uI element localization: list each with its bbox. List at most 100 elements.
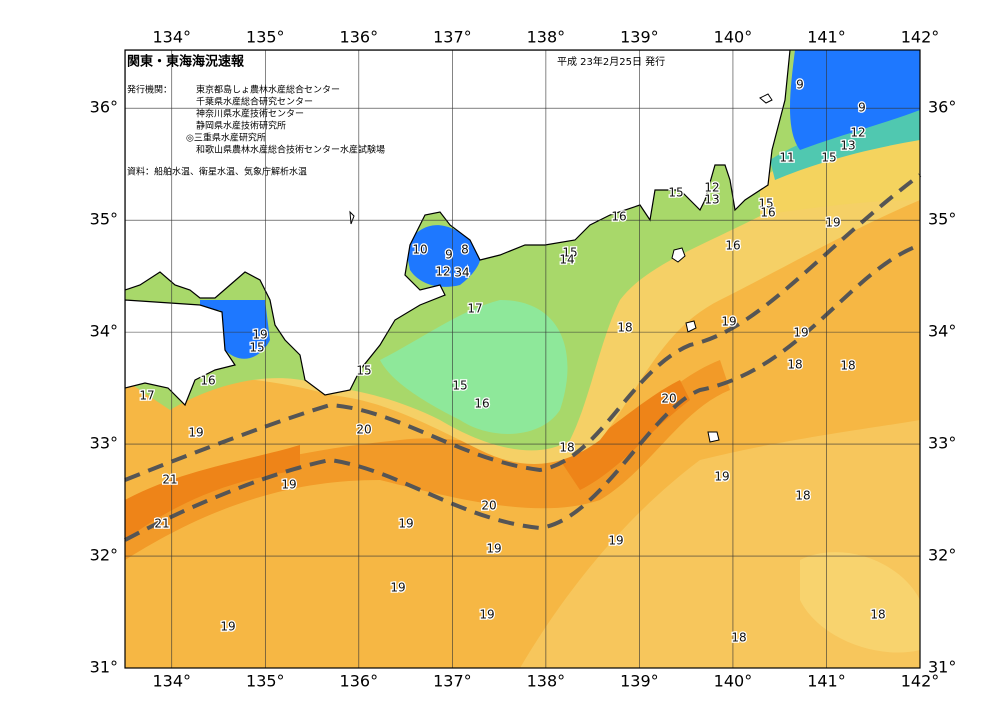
land-shikoku [125, 299, 236, 407]
lat-tick-label: 35° [928, 210, 956, 229]
contour-label: 19 [281, 478, 296, 492]
contour-label: 9 [796, 78, 804, 92]
contour-label: 15 [758, 197, 773, 211]
lon-tick-label: 140° [714, 672, 753, 691]
contour-label: 34 [454, 266, 469, 280]
lat-tick-label: 32° [928, 546, 956, 565]
lon-tick-label: 141° [807, 672, 846, 691]
contour-label: 18 [559, 441, 574, 455]
lon-tick-label: 142° [901, 672, 940, 691]
islands [349, 93, 773, 443]
contour-label: 18 [787, 358, 802, 372]
contour-label: 16 [200, 374, 215, 388]
contour-label: 20 [481, 499, 496, 513]
lon-tick-label: 138° [527, 672, 566, 691]
contour-label: 15 [356, 364, 371, 378]
contour-label: 15 [562, 246, 577, 260]
issuers-label: 発行機関： [127, 84, 172, 96]
contour-label: 21 [162, 473, 177, 487]
lon-tick-label: 134° [152, 28, 191, 47]
contour-label: 9 [858, 101, 866, 115]
lon-tick-label: 139° [620, 672, 659, 691]
map-frame [124, 49, 921, 669]
contour-label: 18 [731, 631, 746, 645]
contour-label: 9 [445, 248, 453, 262]
lat-tick-label: 35° [90, 210, 118, 229]
contour-label: 19 [220, 620, 235, 634]
bay-cold-water [405, 225, 481, 287]
bay-cold-water [200, 300, 270, 359]
data-source: 資料：船舶水温、衛星水温、気象庁解析水温 [127, 166, 307, 178]
contour-label: 19 [486, 542, 501, 556]
land-honshu [125, 50, 791, 396]
lon-tick-label: 136° [340, 28, 379, 47]
lon-tick-label: 135° [246, 672, 285, 691]
contour-label: 11 [779, 151, 794, 165]
kuroshio-axis [124, 173, 922, 542]
contour-label: 19 [608, 534, 623, 548]
contour-label: 18 [840, 359, 855, 373]
lon-tick-label: 138° [527, 28, 566, 47]
contour-label: 15 [452, 379, 467, 393]
lon-tick-label: 141° [807, 28, 846, 47]
sst-field [125, 50, 920, 668]
lat-tick-label: 34° [928, 322, 956, 341]
issue-date: 平成 23年2月25日 発行 [557, 55, 665, 68]
lat-tick-label: 34° [90, 322, 118, 341]
contour-label: 17 [139, 389, 154, 403]
sea-cool-zone [800, 552, 920, 653]
contour-label: 19 [721, 315, 736, 329]
lon-tick-label: 136° [340, 672, 379, 691]
issuer: 千葉県水産総合研究センター [196, 96, 313, 108]
contour-label: 16 [474, 397, 489, 411]
lat-tick-label: 33° [928, 434, 956, 453]
issuer: 神奈川県水産技術センター [196, 108, 304, 120]
sea-warm-zone [125, 360, 730, 560]
contour-label: 21 [154, 517, 169, 531]
map-title: 関東・東海海況速報 [127, 54, 245, 70]
contour-label: 13 [704, 193, 719, 207]
lon-tick-label: 134° [152, 672, 191, 691]
lat-tick-label: 36° [90, 98, 118, 117]
contour-label: 20 [661, 392, 676, 406]
issuer: 和歌山県農林水産総合技術センター水産試験場 [196, 144, 385, 156]
contour-label: 8 [461, 243, 469, 257]
issuer: 東京都島しょ農林水産総合センター [196, 84, 340, 96]
lon-tick-label: 142° [901, 28, 940, 47]
contour-label: 16 [760, 206, 775, 220]
contour-label: 12 [704, 181, 719, 195]
contour-label: 14 [559, 253, 574, 267]
contour-label: 18 [870, 608, 885, 622]
oyashio-water [790, 50, 920, 150]
contour-label: 19 [714, 470, 729, 484]
contour-label: 15 [668, 186, 683, 200]
contour-label: 19 [479, 608, 494, 622]
contour-label: 18 [617, 321, 632, 335]
contour-label: 10 [412, 243, 427, 257]
contour-label: 12 [850, 126, 865, 140]
lat-tick-label: 32° [90, 546, 118, 565]
contour-label: 16 [611, 210, 626, 224]
lon-tick-label: 139° [620, 28, 659, 47]
contour-label: 20 [356, 423, 371, 437]
lat-tick-label: 31° [928, 658, 956, 677]
lon-tick-label: 137° [433, 28, 472, 47]
contour-label: 15 [821, 151, 836, 165]
sea-cold-core [380, 300, 568, 434]
contour-label: 18 [795, 489, 810, 503]
contour-label: 19 [793, 326, 808, 340]
contour-label: 16 [725, 239, 740, 253]
lat-tick-label: 31° [90, 658, 118, 677]
contour-label: 17 [467, 302, 482, 316]
contour-label: 19 [252, 328, 267, 342]
lat-tick-label: 36° [928, 98, 956, 117]
contour-label: 19 [825, 216, 840, 230]
contour-label: 19 [188, 426, 203, 440]
issuer: 静岡県水産技術研究所 [196, 120, 286, 132]
contour-label: 13 [840, 139, 855, 153]
sea-warm-core [560, 380, 690, 490]
contour-label: 19 [398, 517, 413, 531]
contour-label: 12 [435, 265, 450, 279]
lon-tick-label: 137° [433, 672, 472, 691]
